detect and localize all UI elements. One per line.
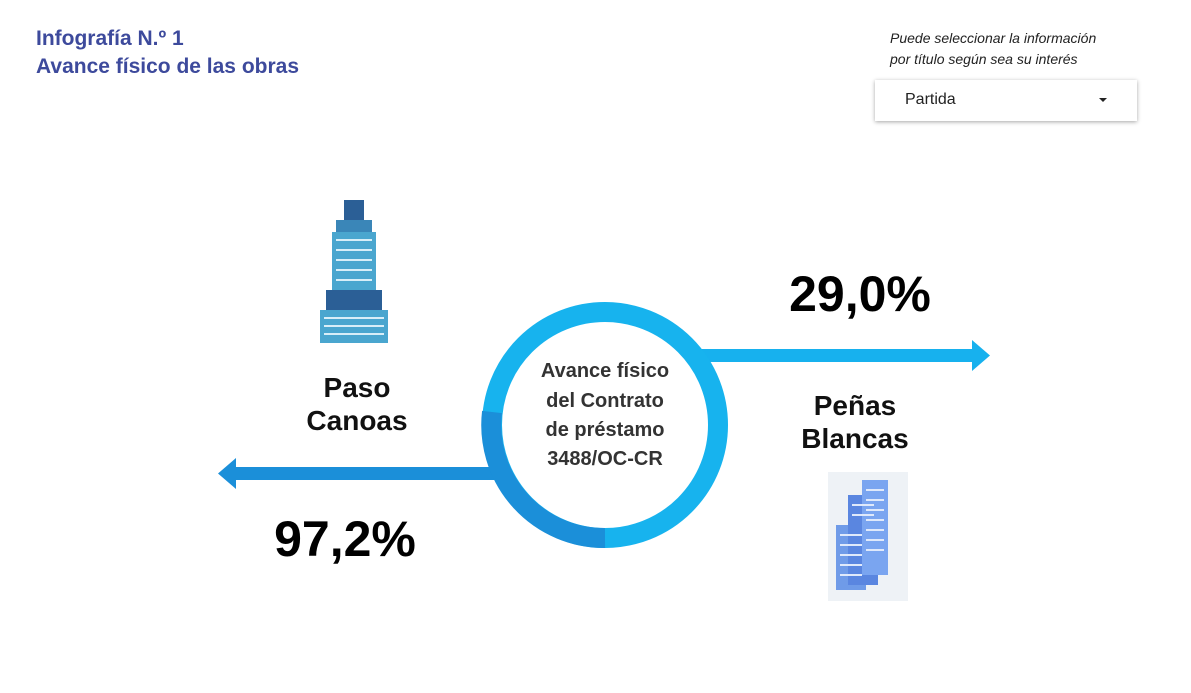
dropdown-label[interactable]: Partida xyxy=(905,91,956,108)
site-name: Canoas xyxy=(306,405,408,436)
arrow-head xyxy=(218,458,236,489)
arrow xyxy=(232,467,512,480)
progress: 29,0% xyxy=(789,266,931,322)
center-label: Avance físico xyxy=(540,360,670,382)
ring-segment xyxy=(481,410,606,549)
arrow-head xyxy=(972,340,990,371)
center-label: 3488/OC-CR xyxy=(547,448,663,470)
site-name: Paso xyxy=(323,372,391,403)
progress: 97,2% xyxy=(274,511,416,567)
hint: por título según sea su interés xyxy=(890,51,1078,67)
building-icon xyxy=(828,472,908,601)
title: Infografía N.º 1 xyxy=(36,27,184,50)
building-icon xyxy=(320,200,388,343)
site-name: Blancas xyxy=(801,423,909,454)
dropdown[interactable]: Partida xyxy=(875,80,1137,121)
arrow xyxy=(700,349,975,362)
hint: Puede seleccionar la información xyxy=(890,30,1097,46)
site-name: Peñas xyxy=(813,390,897,421)
dropdown-caret[interactable] xyxy=(1099,98,1109,104)
title: Avance físico de las obras xyxy=(36,55,300,78)
center-label: del Contrato xyxy=(546,390,664,412)
center-label: de préstamo xyxy=(545,419,665,441)
